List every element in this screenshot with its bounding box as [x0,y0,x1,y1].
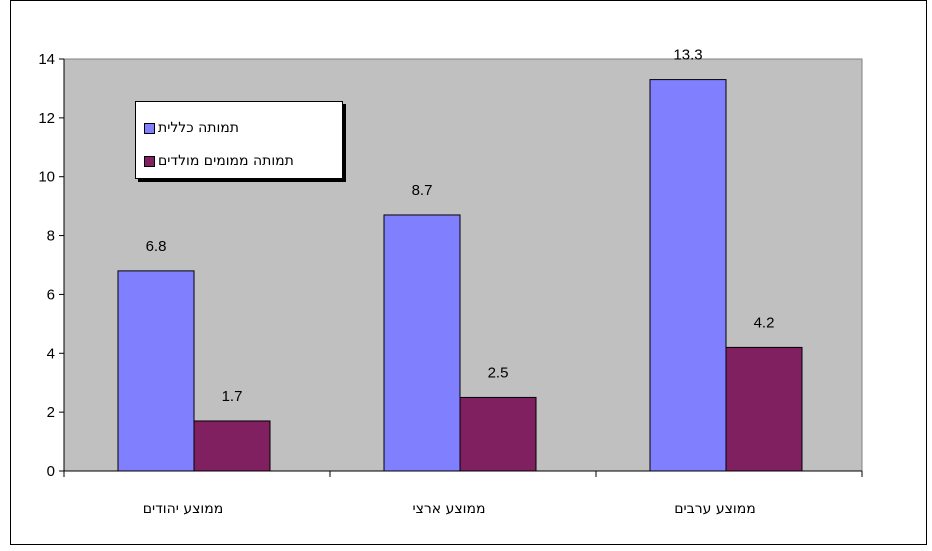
y-tick-label: 6 [47,286,55,303]
data-label: 8.7 [412,182,433,199]
legend-swatch-congenital-mortality [144,155,155,167]
legend-item-general-mortality: תמותה כללית [144,118,239,138]
legend-item-congenital-mortality: תמותה ממומים מולדים [144,151,294,171]
data-label: 1.7 [222,388,243,405]
y-tick-label: 4 [47,345,55,362]
legend-label-congenital-mortality: תמותה ממומים מולדים [158,153,294,169]
data-label: 13.3 [673,47,702,64]
bar [383,214,461,472]
x-tick-label: ממוצע ערבים [674,501,756,517]
bar [193,420,271,472]
y-tick-label: 14 [38,51,55,68]
x-tick-label: ממוצע יהודים [143,501,224,517]
legend-label-general-mortality: תמותה כללית [158,120,239,136]
legend-swatch-general-mortality [144,122,155,134]
y-axis-ticks: 0 2 4 6 8 10 12 14 [38,51,64,480]
bar [649,79,727,472]
x-tick-label: ממוצע ארצי [412,501,485,517]
y-tick-label: 8 [47,228,55,245]
y-tick-label: 0 [47,463,55,480]
data-label: 4.2 [754,314,775,331]
y-tick-label: 10 [38,169,55,186]
y-tick-label: 12 [38,110,55,127]
bar [459,396,537,472]
chart-legend: תמותה כללית תמותה ממומים מולדים [135,101,343,179]
bar [117,270,195,472]
chart-marks: 6.8 8.7 13.3 1.7 2.5 4.2 [117,47,803,472]
data-label: 6.8 [146,238,167,255]
x-axis-ticks: ממוצע יהודים ממוצע ארצי ממוצע ערבים [63,471,863,517]
bar [725,346,803,472]
data-label: 2.5 [488,364,509,381]
y-tick-label: 2 [47,404,55,421]
